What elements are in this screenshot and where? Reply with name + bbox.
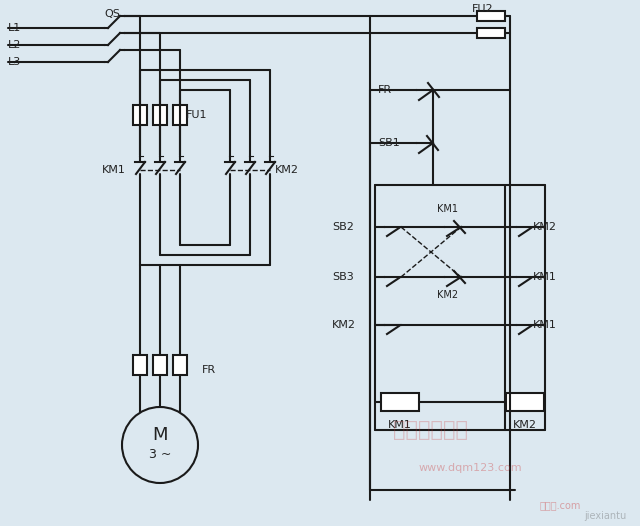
Text: KM2: KM2 (437, 290, 459, 300)
Bar (173, 105, 187, 125)
Text: L3: L3 (8, 57, 21, 67)
Text: KM2: KM2 (513, 420, 537, 430)
Text: KM1: KM1 (533, 272, 557, 282)
Bar (133, 105, 147, 125)
Text: FU1: FU1 (186, 110, 207, 120)
Text: FU2: FU2 (472, 4, 493, 14)
Text: FR: FR (202, 365, 216, 375)
Bar (381, 393, 419, 411)
Text: KM2: KM2 (332, 320, 356, 330)
Text: SB3: SB3 (332, 272, 354, 282)
Text: KM1: KM1 (102, 165, 126, 175)
Text: SB2: SB2 (332, 222, 354, 232)
Text: jiexiantu: jiexiantu (584, 511, 626, 521)
Text: SB1: SB1 (378, 138, 400, 148)
Text: www.dqm123.com: www.dqm123.com (418, 463, 522, 473)
Text: KM2: KM2 (533, 222, 557, 232)
Text: 3 ~: 3 ~ (149, 449, 171, 461)
Bar (133, 355, 147, 375)
Text: FR: FR (378, 85, 392, 95)
Text: 电工技术之家: 电工技术之家 (392, 420, 467, 440)
Text: KM2: KM2 (275, 165, 299, 175)
Text: L1: L1 (8, 23, 21, 33)
Bar (173, 355, 187, 375)
Bar (477, 11, 505, 21)
Bar (477, 28, 505, 38)
Text: M: M (152, 426, 168, 444)
Text: KM1: KM1 (533, 320, 557, 330)
Text: KM1: KM1 (438, 204, 458, 214)
Text: 接线图.com: 接线图.com (540, 500, 580, 510)
Bar (506, 393, 544, 411)
Text: QS: QS (104, 9, 120, 19)
Bar (153, 105, 167, 125)
Text: L2: L2 (8, 40, 21, 50)
Bar (153, 355, 167, 375)
Text: KM1: KM1 (388, 420, 412, 430)
